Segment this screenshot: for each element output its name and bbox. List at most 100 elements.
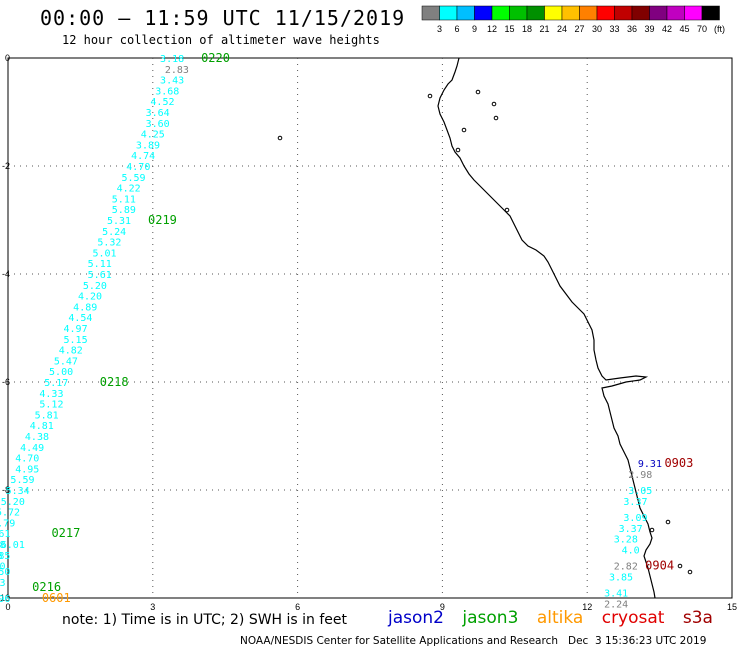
- wave-height-value: 4.97: [64, 324, 88, 335]
- wave-height-value: 4.81: [30, 421, 54, 432]
- coastline: [437, 57, 656, 599]
- wave-height-value: 5.11: [112, 194, 136, 205]
- wave-height-value: 3.68: [155, 86, 179, 97]
- wave-height-value: 5.50: [0, 567, 10, 578]
- wave-height-value: 4.52: [150, 97, 174, 108]
- y-tick-label: -2: [2, 161, 10, 171]
- sat-s3a: s3a: [682, 608, 713, 628]
- chart-title: 00:00 – 11:59 UTC 11/15/2019: [40, 6, 406, 30]
- wave-height-value: 4.74: [131, 151, 155, 162]
- wave-height-value: 5.11: [88, 259, 112, 270]
- island: [277, 135, 283, 141]
- legend-label: 3: [437, 24, 442, 34]
- sat-jason3: jason3: [462, 608, 519, 628]
- wave-height-value: 5.89: [112, 205, 136, 216]
- island: [491, 101, 497, 107]
- legend-label: 30: [592, 24, 602, 34]
- wave-height-value: 4.38: [25, 432, 49, 443]
- x-tick-label: 3: [150, 602, 155, 612]
- island: [455, 147, 461, 153]
- island: [493, 115, 499, 121]
- island: [665, 519, 671, 525]
- legend-label: 36: [627, 24, 637, 34]
- wave-height-value: 4.82: [59, 346, 83, 357]
- pass-time-label: 0904: [645, 559, 674, 573]
- wave-height-value: 4.49: [20, 443, 44, 454]
- island: [475, 89, 481, 95]
- wave-height-value: 5.47: [54, 356, 78, 367]
- wave-height-value: 4.79: [0, 518, 15, 529]
- legend-label: 9: [472, 24, 477, 34]
- legend-label: (ft): [714, 24, 725, 34]
- wave-height-value: 5.32: [97, 238, 121, 249]
- pass-time-label: 0220: [201, 51, 230, 65]
- wave-height-value: 4.95: [15, 464, 39, 475]
- wave-height-value: 3.28: [614, 535, 638, 546]
- wave-height-value: 4.61: [0, 529, 10, 540]
- wave-height-value: 3.43: [160, 76, 184, 87]
- island: [461, 127, 467, 133]
- wave-height-value: 5.00: [49, 367, 73, 378]
- wave-height-value: 5.24: [102, 227, 126, 238]
- legend-label: 24: [557, 24, 567, 34]
- wave-height-value: 5.72: [0, 508, 20, 519]
- legend-label: 39: [644, 24, 654, 34]
- island: [677, 563, 683, 569]
- y-tick-label: -8: [2, 485, 10, 495]
- wave-height-value: 6.01: [1, 540, 25, 551]
- island: [427, 93, 433, 99]
- sat-cryosat: cryosat: [601, 608, 665, 628]
- wave-height-value: 3.89: [136, 140, 160, 151]
- x-tick-label: 6: [295, 602, 300, 612]
- wave-height-value: 5.34: [6, 486, 30, 497]
- legend-label: 15: [504, 24, 514, 34]
- wave-height-value: 5.60: [0, 562, 6, 573]
- wave-height-value: 5.61: [88, 270, 112, 281]
- wave-height-value: 4.89: [73, 302, 97, 313]
- wave-height-value: 5.17: [44, 378, 68, 389]
- wave-height-value: 4.0: [622, 545, 640, 556]
- wave-height-value: 3.18: [160, 54, 184, 65]
- wave-height-value: 5.12: [39, 400, 63, 411]
- wave-height-value: 2.82: [614, 562, 638, 573]
- sat-jason2: jason2: [388, 608, 444, 628]
- pass-time-label: 0903: [664, 456, 693, 470]
- pass-time-label: 0219: [148, 213, 177, 227]
- units-note: note: 1) Time is in UTC; 2) SWH is in fe…: [62, 612, 348, 628]
- wave-height-value: 6.08: [0, 540, 6, 551]
- legend-label: 6: [454, 24, 459, 34]
- y-tick-label: -6: [2, 377, 10, 387]
- color-legend: 3 6 9 12 15 18 21 24 27 30 33 36 39 42 45 70 (ft): [421, 5, 725, 34]
- wave-height-value: 3.64: [146, 108, 170, 119]
- wave-height-value: 3.09: [623, 513, 647, 524]
- wave-height-value: 4.33: [39, 389, 63, 400]
- island: [649, 527, 655, 533]
- wave-height-value: 3.41: [604, 589, 628, 600]
- wave-height-value: 4.25: [141, 130, 165, 141]
- y-tick-label: 0: [5, 53, 10, 63]
- wave-height-value: 6.03: [0, 578, 6, 589]
- wave-height-value: 5.15: [64, 335, 88, 346]
- sat-altika: altika: [536, 608, 584, 628]
- wave-height-value: 5.20: [83, 281, 107, 292]
- wave-height-value: 4.22: [117, 184, 141, 195]
- y-tick-label: -10: [0, 593, 10, 603]
- legend-label: 18: [522, 24, 532, 34]
- legend-label: 70: [697, 24, 707, 34]
- wave-height-value: 6.96: [0, 594, 10, 605]
- legend-label: 12: [487, 24, 497, 34]
- wave-height-value: 5.20: [1, 497, 25, 508]
- wave-height-value: 3.37: [619, 524, 643, 535]
- pass-time-label: 0216: [32, 580, 61, 594]
- map-frame: [7, 57, 733, 599]
- wave-height-value: 5.81: [35, 410, 59, 421]
- wave-height-value: 2.24: [604, 599, 628, 610]
- wave-height-value: 4.70: [126, 162, 150, 173]
- legend-label: 42: [662, 24, 672, 34]
- wave-height-value: 3.05: [628, 486, 652, 497]
- pass-time-label: 0218: [100, 375, 129, 389]
- wave-height-value: 4.20: [78, 292, 102, 303]
- x-tick-label: 9: [440, 602, 445, 612]
- legend-label: 33: [609, 24, 619, 34]
- pass-time-label: 0601: [42, 591, 71, 605]
